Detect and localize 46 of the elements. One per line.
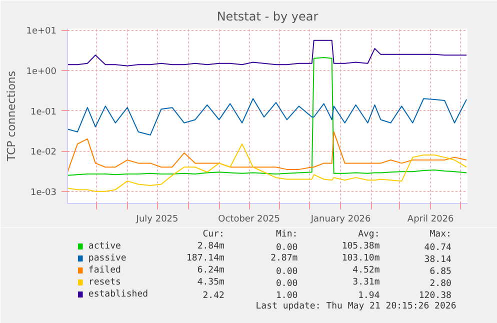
text: 2.84m [197, 242, 224, 252]
text: 1.94 [358, 291, 380, 301]
line-series [68, 56, 468, 176]
text: 38.14 [424, 255, 452, 265]
legend-label: active [88, 242, 121, 252]
y-tick-label: 1e-01 [30, 107, 57, 118]
text: Min: [276, 230, 298, 240]
text: 2.42 [202, 291, 224, 301]
text: Cur: [202, 230, 224, 240]
text: 103.10m [342, 254, 380, 264]
text: Last update: Thu May 21 20:15:26 2026 [256, 302, 456, 312]
y-tick-label: 1e-03 [30, 188, 57, 198]
line-series [68, 98, 468, 136]
text: 105.38m [342, 242, 380, 252]
text: 120.38 [418, 291, 452, 301]
text: 187.14m [186, 254, 224, 264]
text: 0.00 [276, 267, 298, 277]
text: 2.87m [270, 254, 298, 264]
text: 40.74 [424, 243, 452, 253]
x-tick-label: October 2025 [218, 214, 280, 224]
y-tick-label: 1e+01 [26, 26, 57, 37]
legend-label: passive [88, 254, 126, 264]
text: 4.35m [197, 278, 224, 288]
text: 3.31m [352, 278, 380, 288]
y-axis-title: TCP connections [5, 70, 18, 162]
legend-label: resets [88, 278, 121, 288]
y-tick-label: 1e+00 [26, 66, 57, 77]
legend-label: failed [88, 266, 121, 276]
legend-label: established [88, 290, 148, 300]
x-tick-label: July 2025 [135, 214, 178, 224]
line-series [68, 131, 468, 173]
text: 6.85 [430, 267, 452, 277]
text: Avg: [358, 230, 380, 240]
line-series [68, 143, 468, 192]
x-tick-label: April 2026 [407, 214, 454, 224]
text: 0.00 [276, 243, 298, 253]
text: 4.52m [352, 266, 380, 276]
text: 6.24m [197, 266, 224, 276]
text: 0.00 [276, 279, 298, 289]
y-tick-label: 1e-02 [30, 148, 57, 158]
chart-title: Netstat - by year [216, 10, 318, 24]
x-tick-label: January 2026 [310, 214, 372, 224]
line-series [68, 40, 468, 66]
text: 1.00 [276, 291, 298, 301]
text: Max: [430, 230, 452, 240]
text: 2.80 [430, 279, 452, 289]
